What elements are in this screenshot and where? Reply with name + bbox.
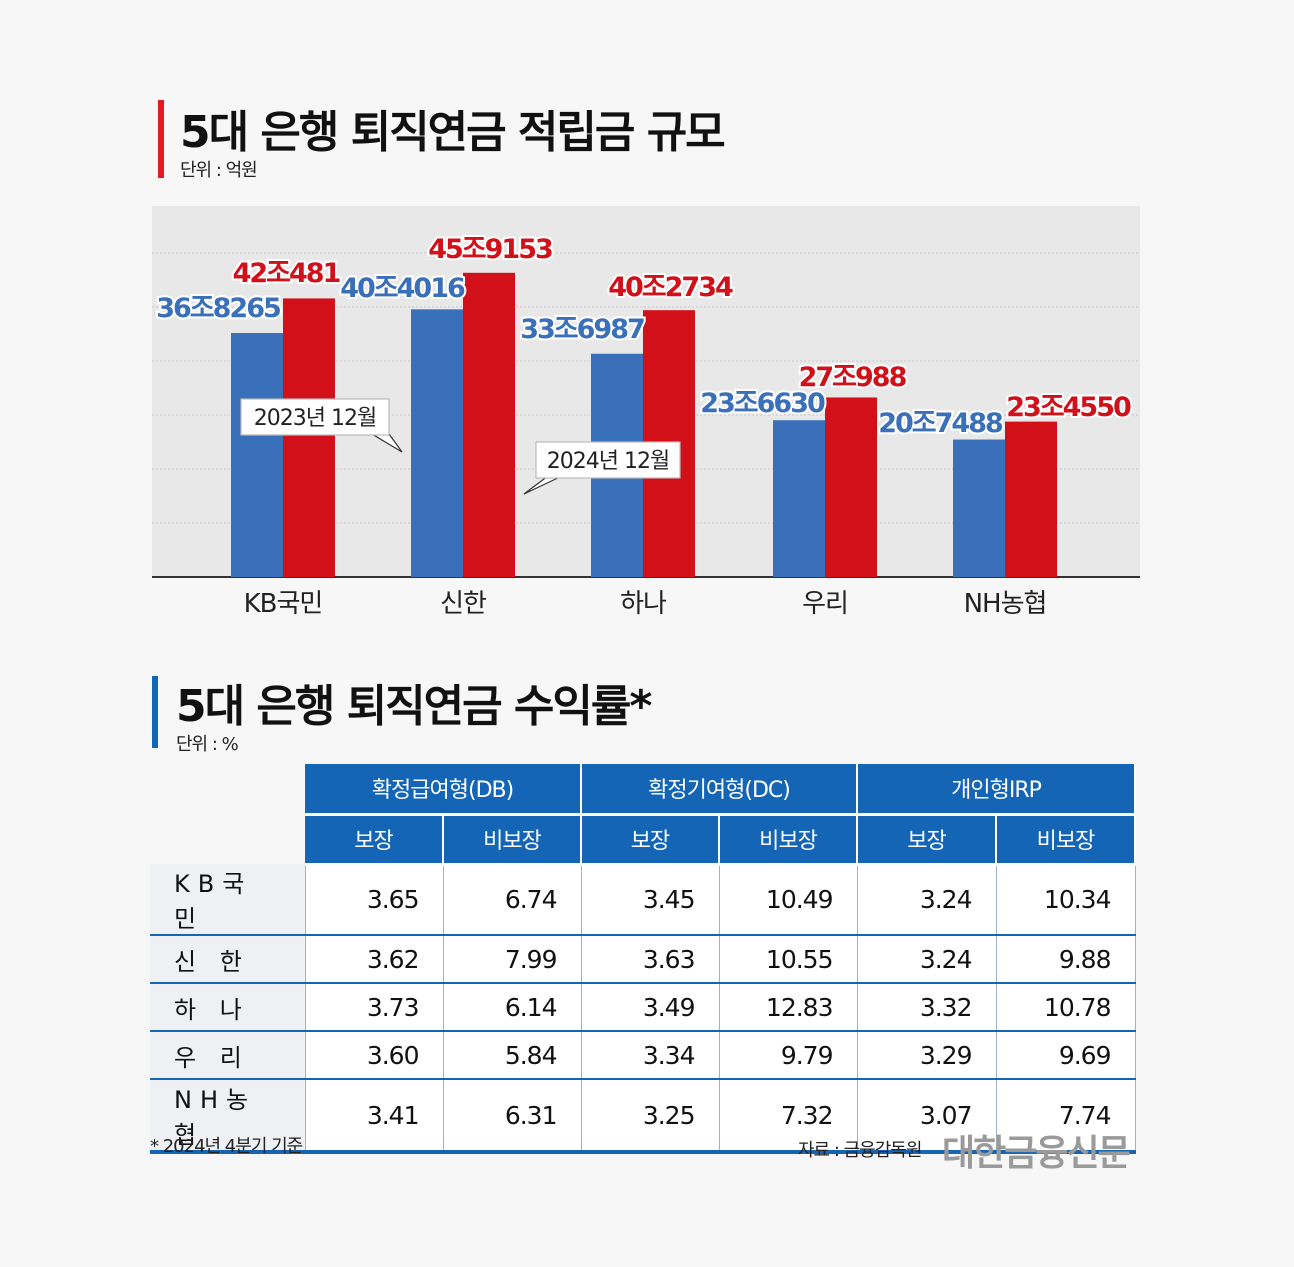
- legend-2024-text: 2024년 12월: [547, 449, 669, 474]
- publisher-logo: 대한금융신문: [942, 1133, 1131, 1174]
- table-group-header-row: 확정급여형(DB) 확정기여형(DC) 개인형IRP: [150, 764, 1136, 816]
- table-row: NH농협 3.41 6.31 3.25 7.32 3.07 7.74: [150, 1079, 1136, 1154]
- bank-name-cell: KB국민: [150, 864, 306, 936]
- table-row: 하 나 3.73 6.14 3.49 12.83 3.32 10.78: [150, 983, 1136, 1032]
- bank-name-cell: NH농협: [150, 1079, 306, 1154]
- category-label: 신한: [440, 589, 486, 619]
- top-section-title: 5대 은행 퇴직연금 적립금 규모: [180, 107, 726, 158]
- pension-reserve-bar-chart: KB국민 신한 하나 우리 NH농협 36조8265 42조481 40조4016 45조915…: [152, 206, 1140, 619]
- value-label-2023: 23조6630: [700, 388, 825, 419]
- rate-cell: 10.34: [996, 864, 1136, 936]
- value-label-2024: 40조2734: [608, 272, 733, 303]
- rate-cell: 3.29: [857, 1031, 997, 1080]
- bar-2023: [411, 309, 463, 577]
- rate-cell: 6.14: [443, 983, 582, 1032]
- legend-2023-text: 2023년 12월: [254, 406, 376, 431]
- rate-cell: 3.73: [305, 983, 444, 1032]
- bar-2023: [773, 420, 825, 577]
- bank-name-cell: 하 나: [150, 983, 306, 1032]
- value-label-2023: 36조8265: [156, 293, 280, 324]
- table-subheader-row: 보장 비보장 보장 비보장 보장 비보장: [150, 814, 1136, 866]
- bank-name-cell: 우 리: [150, 1031, 306, 1080]
- category-label: 우리: [802, 589, 848, 619]
- bar-2023: [231, 333, 283, 577]
- category-label: 하나: [620, 589, 667, 619]
- table-row: 우 리 3.60 5.84 3.34 9.79 3.29 9.69: [150, 1031, 1136, 1080]
- subheader-db-guaranteed: 보장: [305, 814, 444, 866]
- bar-2024: [825, 397, 877, 577]
- footnote: * 2024년 4분기 기준: [150, 1136, 303, 1157]
- subheader-dc-non-guaranteed: 비보장: [719, 814, 858, 866]
- rate-cell: 3.65: [305, 864, 444, 936]
- bottom-unit-label: 단위 : %: [176, 734, 239, 755]
- rate-cell: 3.63: [581, 935, 720, 984]
- group-header-db: 확정급여형(DB): [305, 764, 582, 816]
- table-row: 신 한 3.62 7.99 3.63 10.55 3.24 9.88: [150, 935, 1136, 984]
- value-label-2023: 33조6987: [520, 314, 644, 345]
- group-header-dc: 확정기여형(DC): [581, 764, 858, 816]
- group-header-irp: 개인형IRP: [857, 764, 1136, 816]
- rate-cell: 3.32: [857, 983, 997, 1032]
- return-rate-table-container: 확정급여형(DB) 확정기여형(DC) 개인형IRP 보장 비보장 보장 비보장…: [150, 764, 1136, 1154]
- rate-cell: 3.45: [581, 864, 720, 936]
- bar-2024: [463, 272, 515, 577]
- rate-cell: 3.24: [857, 935, 997, 984]
- value-label-2024: 23조4550: [1006, 392, 1131, 423]
- rate-cell: 3.49: [581, 983, 720, 1032]
- bar-2024: [1005, 421, 1057, 577]
- rate-cell: 3.34: [581, 1031, 720, 1080]
- source-label: 자료 : 금융감독원: [798, 1140, 922, 1161]
- table-body: KB국민 3.65 6.74 3.45 10.49 3.24 10.34 신 한 3.62 7.9…: [150, 864, 1136, 1154]
- bottom-title-accent-bar: [152, 676, 158, 748]
- rate-cell: 7.32: [719, 1079, 858, 1154]
- rate-cell: 9.69: [996, 1031, 1136, 1080]
- rate-cell: 12.83: [719, 983, 858, 1032]
- rate-cell: 5.84: [443, 1031, 582, 1080]
- legend-2024-box: [535, 441, 681, 479]
- rate-cell: 7.74: [996, 1079, 1136, 1154]
- rate-cell: 10.78: [996, 983, 1136, 1032]
- rate-cell: 3.41: [305, 1079, 444, 1154]
- table-corner-cell: [150, 764, 305, 814]
- table-row: KB국민 3.65 6.74 3.45 10.49 3.24 10.34: [150, 864, 1136, 936]
- rate-cell: 7.99: [443, 935, 582, 984]
- rate-cell: 10.55: [719, 935, 858, 984]
- rate-cell: 10.49: [719, 864, 858, 936]
- subheader-irp-guaranteed: 보장: [857, 814, 997, 866]
- table-corner-cell-2: [150, 814, 305, 864]
- bank-name-cell: 신 한: [150, 935, 306, 984]
- value-label-2024: 42조481: [233, 258, 340, 289]
- value-label-2024: 45조9153: [428, 234, 552, 265]
- bottom-section-title: 5대 은행 퇴직연금 수익률*: [176, 681, 652, 732]
- rate-cell: 6.74: [443, 864, 582, 936]
- return-rate-table: 확정급여형(DB) 확정기여형(DC) 개인형IRP 보장 비보장 보장 비보장…: [150, 764, 1136, 1154]
- rate-cell: 3.07: [857, 1079, 997, 1154]
- bar-2023: [953, 439, 1005, 577]
- value-label-2023: 20조7488: [878, 408, 1003, 439]
- rate-cell: 6.31: [443, 1079, 582, 1154]
- value-label-2024: 27조988: [799, 362, 907, 393]
- rate-cell: 3.62: [305, 935, 444, 984]
- subheader-dc-guaranteed: 보장: [581, 814, 720, 866]
- top-unit-label: 단위 : 억원: [180, 160, 258, 181]
- category-label: NH농협: [964, 589, 1047, 619]
- rate-cell: 3.24: [857, 864, 997, 936]
- rate-cell: 3.25: [581, 1079, 720, 1154]
- category-label: KB국민: [244, 589, 323, 619]
- subheader-irp-non-guaranteed: 비보장: [996, 814, 1136, 866]
- rate-cell: 9.88: [996, 935, 1136, 984]
- top-title-accent-bar: [158, 100, 164, 178]
- rate-cell: 9.79: [719, 1031, 858, 1080]
- value-label-2023: 40조4016: [340, 273, 465, 304]
- rate-cell: 3.60: [305, 1031, 444, 1080]
- legend-2023-box: [240, 398, 390, 436]
- subheader-db-non-guaranteed: 비보장: [443, 814, 582, 866]
- bar-2024: [283, 298, 335, 577]
